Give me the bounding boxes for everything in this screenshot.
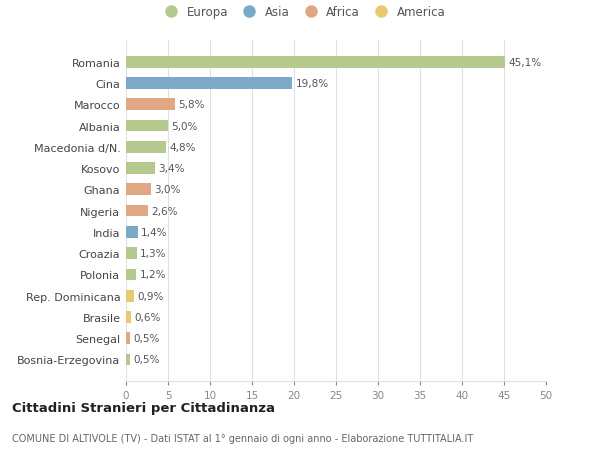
Bar (126, 227, 138, 238)
Bar (126, 57, 505, 68)
Text: COMUNE DI ALTIVOLE (TV) - Dati ISTAT al 1° gennaio di ogni anno - Elaborazione T: COMUNE DI ALTIVOLE (TV) - Dati ISTAT al … (12, 433, 473, 442)
Text: 0,5%: 0,5% (134, 334, 160, 343)
Text: 0,6%: 0,6% (134, 312, 161, 322)
Text: 1,3%: 1,3% (140, 249, 167, 258)
Text: 0,5%: 0,5% (134, 355, 160, 365)
Bar (126, 311, 131, 323)
Bar (126, 99, 175, 111)
Text: 5,0%: 5,0% (172, 121, 198, 131)
Bar (126, 78, 292, 90)
Bar (126, 184, 151, 196)
Text: 1,2%: 1,2% (139, 270, 166, 280)
Bar (126, 120, 168, 132)
Text: 3,4%: 3,4% (158, 164, 184, 174)
Bar (126, 142, 166, 153)
Text: 4,8%: 4,8% (170, 142, 196, 152)
Text: 45,1%: 45,1% (508, 57, 541, 67)
Text: 1,4%: 1,4% (141, 227, 167, 237)
Bar (126, 269, 136, 280)
Bar (126, 354, 130, 365)
Text: 5,8%: 5,8% (178, 100, 205, 110)
Bar (126, 163, 155, 174)
Bar (126, 248, 137, 259)
Text: 3,0%: 3,0% (155, 185, 181, 195)
Legend: Europa, Asia, Africa, America: Europa, Asia, Africa, America (155, 1, 450, 24)
Bar (126, 333, 130, 344)
Bar (126, 205, 148, 217)
Text: 19,8%: 19,8% (296, 79, 329, 89)
Text: 2,6%: 2,6% (151, 206, 178, 216)
Text: 0,9%: 0,9% (137, 291, 163, 301)
Text: Cittadini Stranieri per Cittadinanza: Cittadini Stranieri per Cittadinanza (12, 401, 275, 414)
Bar (126, 290, 134, 302)
